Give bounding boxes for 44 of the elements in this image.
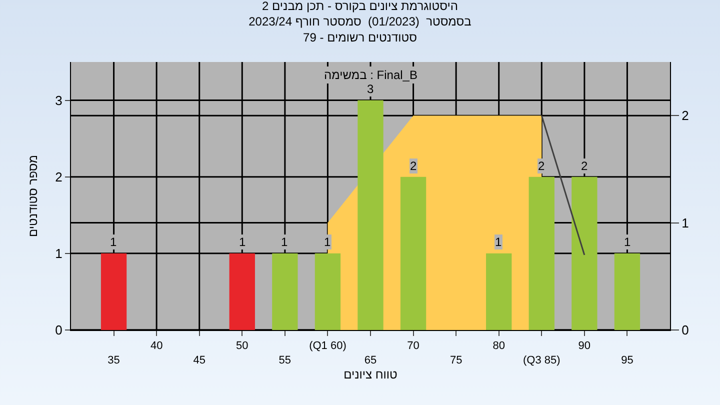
y-tick-label: 1 xyxy=(55,246,62,261)
bar xyxy=(572,176,598,330)
x-tick-label: 40 xyxy=(150,340,163,352)
y-axis-title: מספר סטודנטים xyxy=(26,154,40,238)
y2-tick-label: 1 xyxy=(682,215,689,230)
y-tick-label: 0 xyxy=(55,322,62,338)
data-label: 3 xyxy=(367,82,374,96)
x-tick-label: 45 xyxy=(193,354,206,366)
data-label: 1 xyxy=(110,235,117,249)
data-label: 1 xyxy=(624,235,631,249)
x-tick-label: 65 xyxy=(364,354,377,366)
data-label: 2 xyxy=(538,159,545,173)
bar xyxy=(100,253,127,330)
y-tick-label: 2 xyxy=(55,169,62,184)
bar xyxy=(400,176,426,330)
bar xyxy=(358,100,384,330)
bar xyxy=(614,253,640,330)
bar xyxy=(314,253,341,330)
x-tick-label: 55 xyxy=(278,354,292,366)
bar xyxy=(486,253,512,330)
bar xyxy=(272,253,298,330)
data-label: 1 xyxy=(324,235,331,249)
x-tick-label: 75 xyxy=(450,354,462,366)
x-axis-title: טווח ציונים xyxy=(344,367,398,382)
x-tick-label: 90 xyxy=(578,340,591,352)
x-tick-label: 35 xyxy=(108,354,120,366)
y2-tick-label: 2 xyxy=(682,108,689,124)
x-tick-label: 70 xyxy=(407,340,420,352)
x-tick-label: 50 xyxy=(236,340,248,352)
data-label: 2 xyxy=(581,159,588,173)
chart-title: היסטוגרמת ציונים בקורס - תכן מבנים 2 בסמסטר (01/2023) סמסטר חורף 2023/24 סטודנטים רשומים - 79 xyxy=(248,0,472,44)
y2-tick-label: 0 xyxy=(682,322,689,338)
y-tick-label: 3 xyxy=(55,92,62,108)
bar xyxy=(528,176,554,330)
annotation: במשימה : Final_B xyxy=(324,68,418,82)
data-label: 1 xyxy=(239,235,246,249)
x-tick-label: (Q1 60) xyxy=(309,340,346,352)
data-label: 1 xyxy=(495,235,502,249)
data-label: 1 xyxy=(281,235,288,249)
x-tick-label: 95 xyxy=(621,354,634,366)
x-tick-label: (Q3 85) xyxy=(522,354,560,366)
bar xyxy=(229,253,255,330)
data-label: 2 xyxy=(410,159,417,173)
x-tick-label: 80 xyxy=(492,340,505,352)
